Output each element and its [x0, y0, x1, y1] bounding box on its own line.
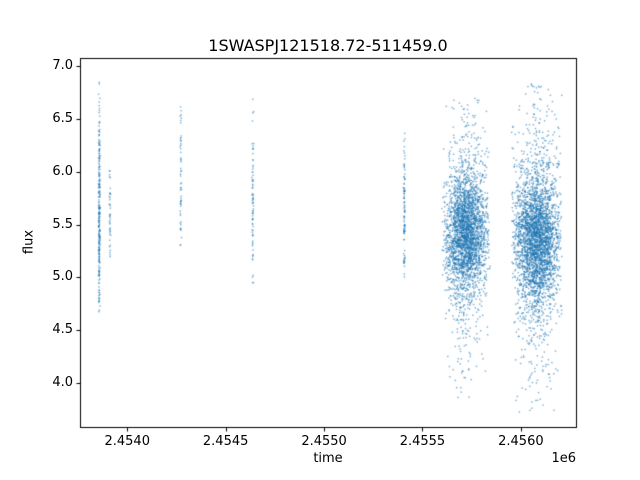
x-tick-label: 2.4555 [399, 434, 446, 449]
y-tick-label: 4.5 [52, 322, 73, 337]
y-tick-label: 6.0 [52, 163, 73, 179]
chart-title: 1SWASPJ121518.72-511459.0 [208, 36, 448, 55]
y-tick-label: 7.0 [52, 58, 73, 74]
x-axis-offset-label: 1e6 [551, 451, 576, 466]
y-tick-label: 5.0 [52, 269, 73, 285]
x-axis-label: time [313, 451, 343, 466]
y-tick-label: 5.5 [52, 216, 73, 232]
y-axis-label: flux [21, 229, 37, 255]
y-tick-label: 6.5 [52, 111, 73, 127]
x-tick-label: 2.4550 [301, 434, 347, 449]
y-tick-label: 4.0 [52, 374, 73, 390]
x-tick-label: 2.4540 [104, 434, 150, 449]
x-tick-label: 2.4545 [202, 434, 249, 449]
x-tick-label: 2.4560 [498, 434, 544, 449]
